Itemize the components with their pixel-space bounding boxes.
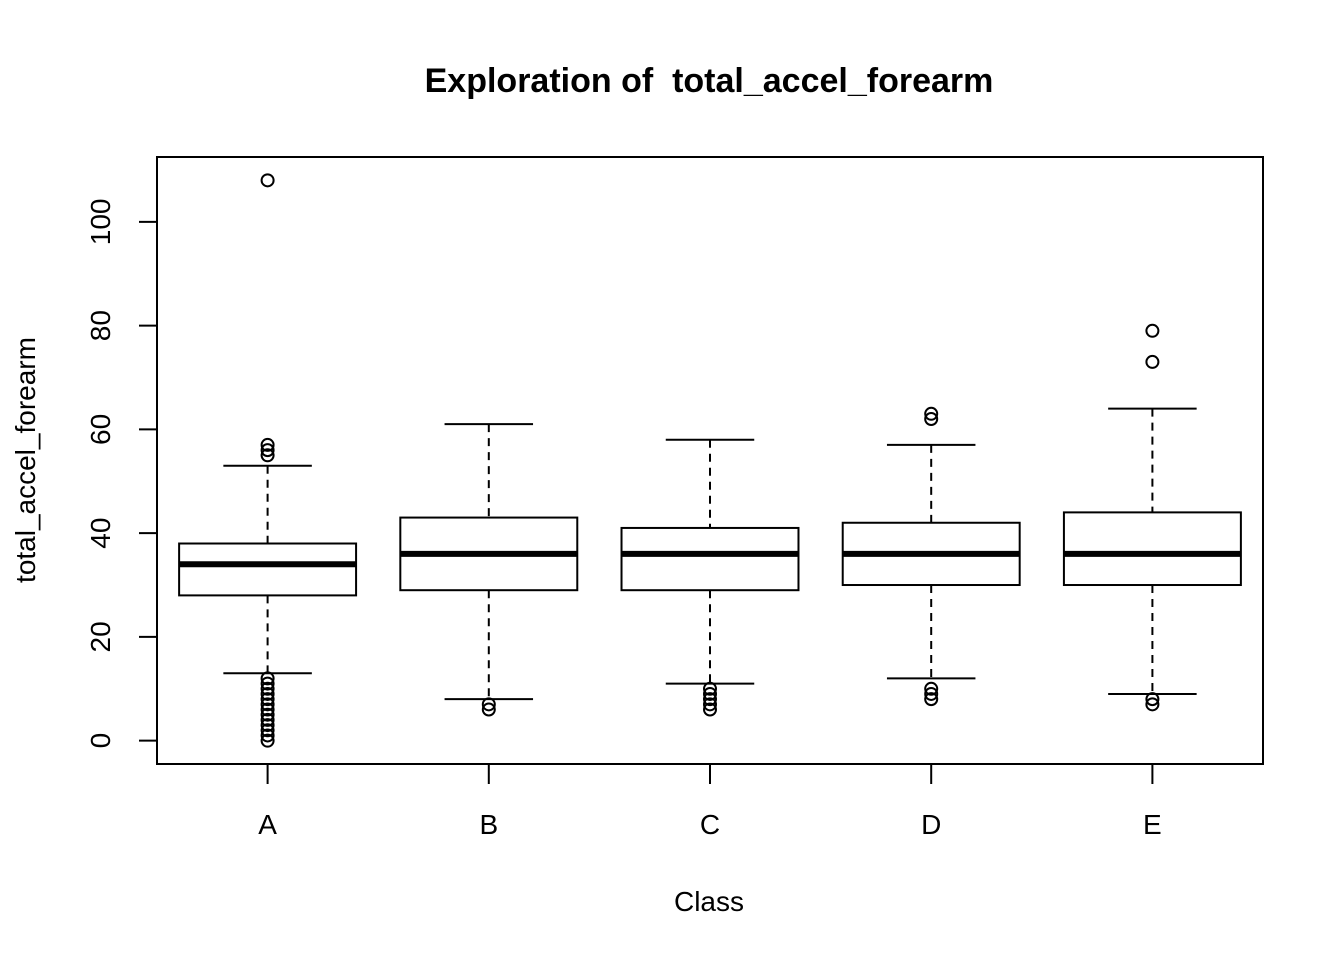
outlier-point [260,676,275,691]
outlier-point [260,728,275,743]
outlier-point [260,448,275,463]
outlier-point [260,437,275,452]
outlier-point [260,173,275,188]
y-axis-label: total_accel_forearm [10,337,41,583]
box-c [620,438,800,717]
outlier-point [703,681,717,696]
outlier-point [260,718,275,733]
x-tick-label: E [1143,809,1162,840]
x-tick-label: A [258,809,277,840]
outlier-point [260,671,275,686]
outlier-point [1145,692,1160,707]
outlier-point [260,681,275,696]
box-a [178,173,358,748]
y-tick-label: 80 [85,310,116,341]
outlier-point [260,702,275,717]
iqr-box [620,526,800,592]
outlier-point [260,692,275,707]
outlier-point [260,686,275,701]
iqr-box [1062,511,1242,587]
outlier-point [481,697,496,712]
outlier-point [924,406,939,421]
y-tick-label: 40 [85,518,116,549]
outlier-point [924,686,939,701]
outlier-point [703,692,717,707]
x-tick-label: D [921,809,941,840]
x-tick-label: C [700,809,720,840]
outlier-point [703,697,717,712]
box-b [399,423,579,717]
outlier-point [260,707,275,722]
outlier-point [481,702,496,717]
boxes-group [178,173,1242,748]
chart-title: Exploration of total_accel_forearm [425,62,994,100]
outlier-point [924,411,939,426]
y-tick-label: 0 [85,733,116,749]
outlier-point [1145,354,1160,369]
outlier-point [703,702,717,717]
x-axis: A B C D E [258,763,1162,840]
box-e [1062,323,1242,712]
box-d [841,406,1021,707]
iqr-box [178,542,358,597]
outlier-point [260,733,275,748]
y-tick-label: 20 [85,621,116,652]
outlier-point [703,686,717,701]
outlier-point [260,723,275,738]
y-tick-label: 100 [85,198,116,245]
outlier-point [1145,697,1160,712]
outlier-point [260,697,275,712]
outlier-point [924,681,939,696]
x-axis-label: Class [674,886,744,917]
y-axis: 0 20 40 60 80 100 [85,198,158,749]
y-tick-label: 60 [85,414,116,445]
outlier-point [260,443,275,458]
x-tick-label: B [479,809,498,840]
outlier-point [924,692,939,707]
outlier-point [260,712,275,727]
outlier-point [1145,323,1160,338]
